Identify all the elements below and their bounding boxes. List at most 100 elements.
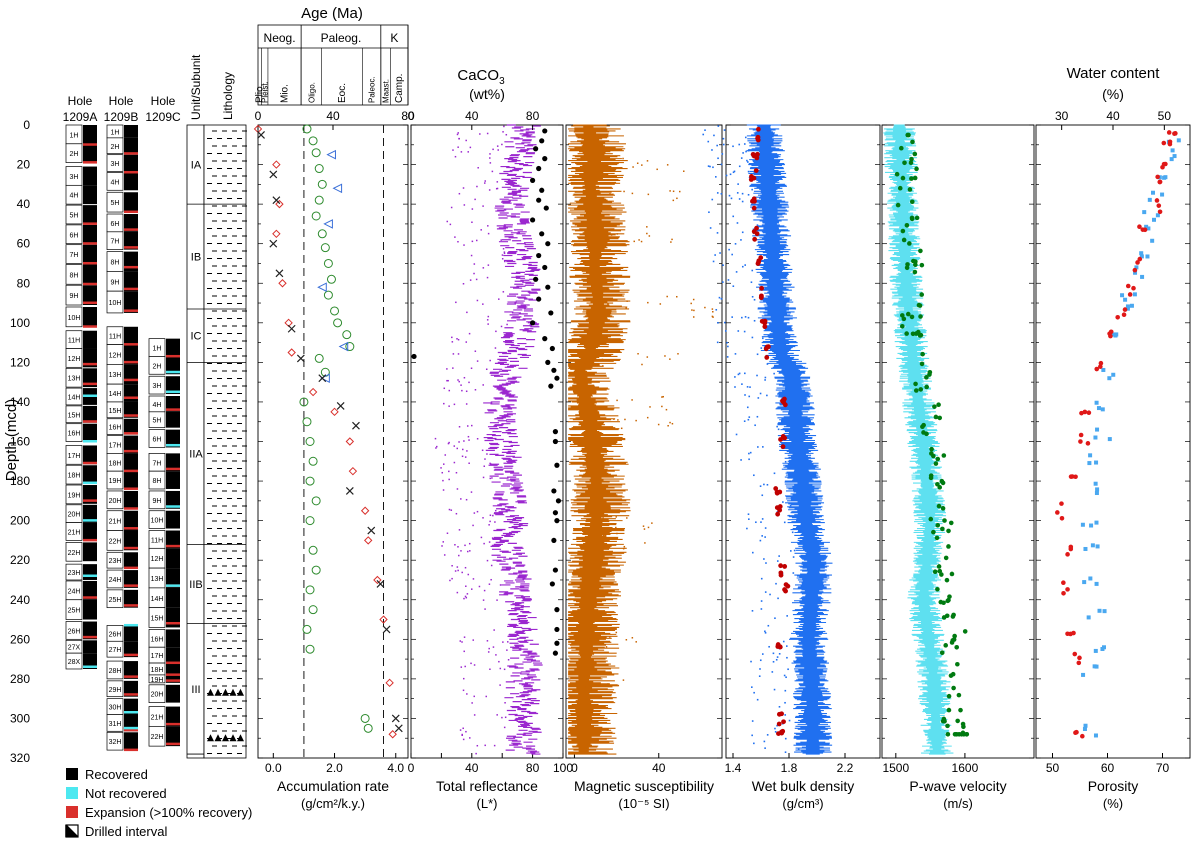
accumulation-circle bbox=[305, 476, 315, 486]
reflectance-point bbox=[493, 629, 495, 631]
reflectance-point bbox=[473, 695, 475, 698]
core-recovered-bar bbox=[166, 587, 180, 608]
density-scatter-point bbox=[791, 531, 794, 534]
magsus-spike-point bbox=[661, 396, 663, 398]
density-scatter-point bbox=[744, 136, 747, 139]
density-scatter-point bbox=[778, 706, 781, 708]
reflectance-point bbox=[461, 733, 463, 736]
density-scatter-point bbox=[750, 281, 753, 284]
density-scatter-point bbox=[765, 562, 767, 564]
reflectance-point bbox=[447, 442, 450, 445]
porosity-point bbox=[1100, 646, 1105, 651]
hole-label-number: 1209B bbox=[104, 110, 139, 124]
age-diamond bbox=[348, 466, 358, 476]
core-name: 15H bbox=[109, 408, 122, 415]
core-name: 14H bbox=[68, 394, 81, 401]
reflectance-point bbox=[443, 387, 446, 390]
magsus-spike-point bbox=[610, 672, 612, 674]
reflectance-point bbox=[466, 311, 468, 314]
velocity-discrete-point bbox=[940, 526, 945, 532]
core-label-box bbox=[65, 387, 83, 406]
reflectance-point bbox=[465, 341, 468, 343]
density-scatter-point bbox=[738, 165, 741, 168]
porosity-point bbox=[1081, 672, 1086, 677]
age-cross bbox=[296, 354, 305, 363]
core-name: 9H bbox=[70, 293, 79, 300]
caco3-point bbox=[533, 276, 539, 282]
porosity-point bbox=[1170, 148, 1175, 153]
caco3-point bbox=[530, 217, 536, 223]
magsus-spike-point bbox=[625, 307, 627, 309]
reflectance-point bbox=[487, 232, 490, 235]
reflectance-point bbox=[460, 384, 462, 386]
age-cross bbox=[269, 170, 278, 179]
reflectance-point bbox=[484, 180, 486, 182]
magsus-spike-point bbox=[711, 308, 714, 310]
velocity-discrete-point bbox=[905, 262, 910, 267]
velocity-discrete-point bbox=[906, 132, 911, 138]
velocity-discrete-point bbox=[911, 258, 916, 264]
density-scatter-point bbox=[741, 200, 744, 203]
density-scatter-point bbox=[764, 376, 767, 379]
core-label-box bbox=[106, 470, 124, 490]
core-name: 19H bbox=[68, 492, 81, 499]
expansion-mark bbox=[124, 584, 138, 587]
velocity-discrete-point bbox=[928, 516, 934, 522]
velocity-discrete-point bbox=[948, 673, 954, 678]
reflectance-point bbox=[506, 323, 508, 326]
era-label: Paleog. bbox=[321, 31, 362, 45]
core-label-box bbox=[65, 464, 83, 485]
core-recovered-bar bbox=[124, 661, 138, 679]
panel-frame bbox=[1035, 124, 1191, 759]
porosity-point bbox=[1125, 306, 1130, 311]
core-recovered-bar bbox=[124, 172, 138, 191]
core-recovered-bar bbox=[124, 680, 138, 697]
hole-label-word: Hole bbox=[68, 94, 93, 108]
density-scatter-point bbox=[769, 593, 771, 596]
core-recovered-bar bbox=[166, 338, 180, 357]
velocity-discrete-point bbox=[908, 160, 914, 165]
core-label-box bbox=[148, 375, 166, 395]
core-label-box bbox=[65, 484, 83, 505]
water-content-point bbox=[1135, 260, 1140, 265]
density-scatter-point bbox=[743, 420, 746, 423]
density-scatter-point bbox=[707, 140, 710, 143]
depth-tick-label: 200 bbox=[10, 514, 30, 528]
accumulation-circle bbox=[308, 456, 318, 466]
density-scatter-point bbox=[731, 253, 733, 256]
reflectance-point bbox=[477, 167, 479, 169]
magsus-spike-point bbox=[586, 675, 589, 678]
age-cross bbox=[336, 401, 345, 410]
core-name: 30H bbox=[109, 705, 122, 712]
reflectance-point bbox=[476, 510, 479, 513]
magsus-spike-point bbox=[596, 544, 598, 546]
density-scatter-point bbox=[778, 653, 781, 655]
expansion-mark bbox=[166, 354, 180, 358]
core-name: 18H bbox=[68, 473, 81, 480]
magsus-spike-point bbox=[669, 190, 671, 192]
caco3-point bbox=[539, 231, 545, 237]
core-label-box bbox=[106, 191, 124, 213]
magsus-spike-point bbox=[662, 395, 664, 398]
density-scatter-point bbox=[766, 734, 769, 736]
accumulation-circle bbox=[308, 605, 318, 615]
density-scatter-point bbox=[727, 279, 730, 281]
velocity-discrete-point bbox=[899, 313, 905, 318]
accumulation-circle bbox=[305, 516, 315, 526]
magsus-spike-point bbox=[607, 683, 609, 685]
porosity-point bbox=[1095, 544, 1100, 549]
legend-swatch bbox=[66, 787, 78, 799]
magsus-spike-point bbox=[659, 303, 662, 305]
reflectance-point bbox=[449, 579, 451, 582]
velocity-discrete-point bbox=[937, 415, 943, 421]
magsus-spike-point bbox=[646, 226, 648, 228]
core-label-box bbox=[106, 660, 124, 680]
core-recovered-bar bbox=[83, 285, 97, 306]
porosity-point bbox=[1096, 406, 1101, 411]
epoch-label: Maast. bbox=[382, 79, 391, 103]
core-name: 1H bbox=[70, 132, 79, 139]
density-scatter-point bbox=[743, 330, 746, 333]
reflectance-point bbox=[479, 133, 481, 135]
x-tick-label: 0.0 bbox=[265, 761, 282, 775]
velocity-discrete-point bbox=[934, 535, 940, 541]
